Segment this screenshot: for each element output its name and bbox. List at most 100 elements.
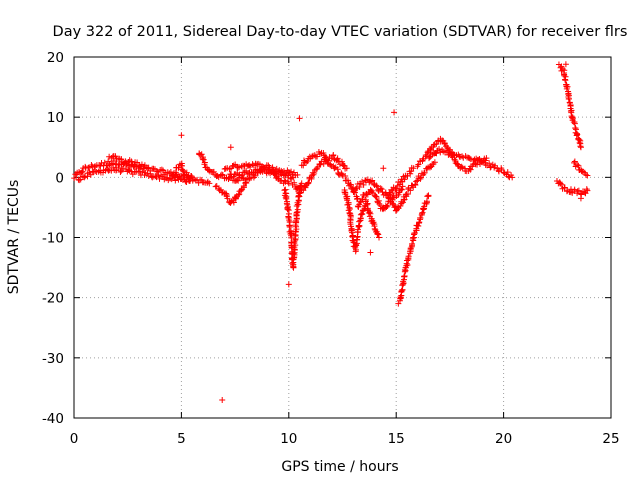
data-point: [410, 165, 417, 172]
data-point: [252, 172, 259, 179]
data-point: [359, 196, 366, 203]
data-point: [82, 163, 89, 170]
data-point: [219, 172, 226, 179]
data-point: [342, 173, 349, 180]
data-point: [382, 205, 389, 212]
data-point: [583, 186, 590, 193]
data-point: [495, 168, 502, 175]
data-point: [578, 168, 585, 175]
data-point: [417, 215, 424, 222]
data-point: [296, 190, 303, 197]
data-point: [559, 65, 566, 72]
data-point: [421, 169, 428, 176]
outlier-point: [219, 396, 226, 403]
data-point: [458, 163, 465, 170]
data-point: [359, 178, 366, 185]
data-point: [353, 196, 360, 203]
data-point: [298, 180, 305, 187]
data-point: [374, 183, 381, 190]
data-point: [201, 159, 208, 166]
data-point: [415, 222, 422, 229]
data-point: [339, 171, 346, 178]
data-point: [180, 168, 187, 175]
data-point: [575, 162, 582, 169]
data-point: [400, 278, 407, 285]
data-point: [372, 193, 379, 200]
data-point: [281, 177, 288, 184]
data-point: [76, 177, 83, 184]
data-point: [354, 195, 361, 202]
x-tick-label: 20: [495, 431, 512, 447]
x-axis-label: GPS time / hours: [281, 459, 398, 475]
data-point: [304, 180, 311, 187]
x-tick-label: 25: [602, 431, 619, 447]
y-tick-label: 0: [55, 170, 64, 186]
data-point: [153, 168, 160, 175]
data-point: [117, 169, 124, 176]
data-point: [147, 170, 154, 177]
data-point: [353, 185, 360, 192]
data-point: [450, 151, 457, 158]
data-point: [428, 147, 435, 154]
data-point: [407, 170, 414, 177]
grid: [74, 57, 611, 418]
data-point: [356, 218, 363, 225]
data-point: [398, 287, 405, 294]
data-point: [238, 172, 245, 179]
data-point: [347, 181, 354, 188]
outlier-point: [391, 109, 398, 116]
data-point: [389, 200, 396, 207]
data-point: [331, 165, 338, 172]
y-tick-label: 10: [47, 110, 64, 126]
data-point: [383, 203, 390, 210]
data-point: [200, 156, 207, 163]
data-point: [250, 174, 257, 181]
data-point: [330, 152, 337, 159]
y-tick-label: -40: [42, 411, 64, 427]
data-point: [235, 172, 242, 179]
data-point: [78, 169, 85, 176]
data-point: [412, 181, 419, 188]
data-point: [561, 72, 568, 79]
data-point: [373, 194, 380, 201]
data-point: [81, 174, 88, 181]
data-point: [409, 240, 416, 247]
data-point: [571, 158, 578, 165]
data-point: [562, 76, 569, 83]
data-point: [443, 147, 450, 154]
data-point: [206, 180, 213, 187]
y-tick-label: 20: [47, 50, 64, 66]
data-point: [376, 234, 383, 241]
data-point: [426, 164, 433, 171]
data-point: [297, 189, 304, 196]
data-point: [509, 174, 516, 181]
data-point: [343, 165, 350, 172]
data-point: [281, 187, 288, 194]
data-point: [290, 250, 297, 257]
data-point: [288, 168, 295, 175]
data-point: [158, 166, 165, 173]
data-point: [289, 262, 296, 269]
data-point: [401, 196, 408, 203]
data-point: [437, 138, 444, 145]
data-point: [235, 191, 242, 198]
data-point: [212, 183, 219, 190]
data-point: [392, 203, 399, 210]
data-point: [218, 171, 225, 178]
data-point: [410, 234, 417, 241]
data-point: [574, 131, 581, 138]
data-point: [291, 179, 298, 186]
data-point: [325, 157, 332, 164]
axis-ticks: 0 5 10 15 20 25 -40 -30 -20 -10 0 10 20: [42, 50, 620, 447]
outlier-point: [178, 132, 185, 139]
y-tick-label: -10: [42, 231, 64, 247]
data-points: [71, 61, 591, 403]
data-point: [293, 209, 300, 216]
data-point: [290, 169, 297, 176]
data-point: [240, 184, 247, 191]
data-point: [352, 186, 359, 193]
data-point: [314, 153, 321, 160]
data-point: [77, 176, 84, 183]
data-point: [345, 201, 352, 208]
